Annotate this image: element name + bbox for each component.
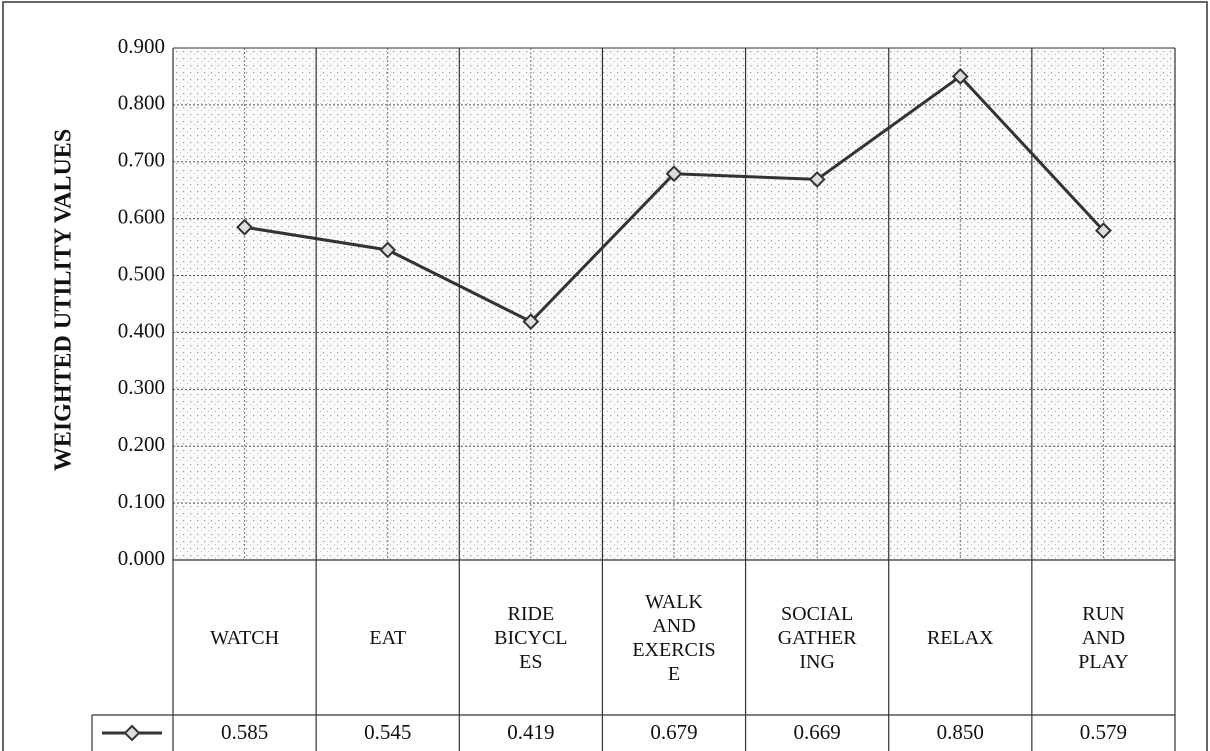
y-tick-label: 0.700 [118,148,165,172]
marker [665,165,683,183]
marker [808,170,826,188]
marker [379,241,397,259]
table-value: 0.579 [1080,720,1127,744]
y-tick-label: 0.800 [118,91,165,115]
category-label: WALK AND EXERCIS E [632,590,716,685]
y-tick-label: 0.000 [118,546,165,570]
y-tick-label: 0.300 [118,375,165,399]
y-tick-label: 0.900 [118,34,165,58]
y-tick-label: 0.600 [118,204,165,228]
category-label: WATCH [210,626,280,649]
table-value: 0.850 [937,720,984,744]
y-tick-label: 0.500 [118,261,165,285]
y-axis-label: WEIGHTED UTILITY VALUES [51,129,77,471]
category-label: EAT [369,626,407,649]
marker [951,68,969,85]
marker [236,218,253,236]
category-label: RUN AND PLAY [1078,602,1129,673]
marker [1095,222,1112,240]
y-tick-label: 0.200 [118,432,165,456]
category-label: RELAX [926,626,994,649]
marker [522,313,540,331]
category-label: RIDE BICYCL ES [494,602,568,673]
table-value: 0.669 [794,720,841,744]
table-value: 0.545 [364,720,411,744]
y-tick-label: 0.400 [118,318,165,342]
table-value: 0.419 [507,720,554,744]
legend-key-marker [123,724,141,742]
y-tick-label: 0.100 [118,489,165,513]
table-value: 0.585 [221,720,268,744]
category-label: SOCIAL GATHER ING [777,602,857,673]
table-value: 0.679 [650,720,697,744]
